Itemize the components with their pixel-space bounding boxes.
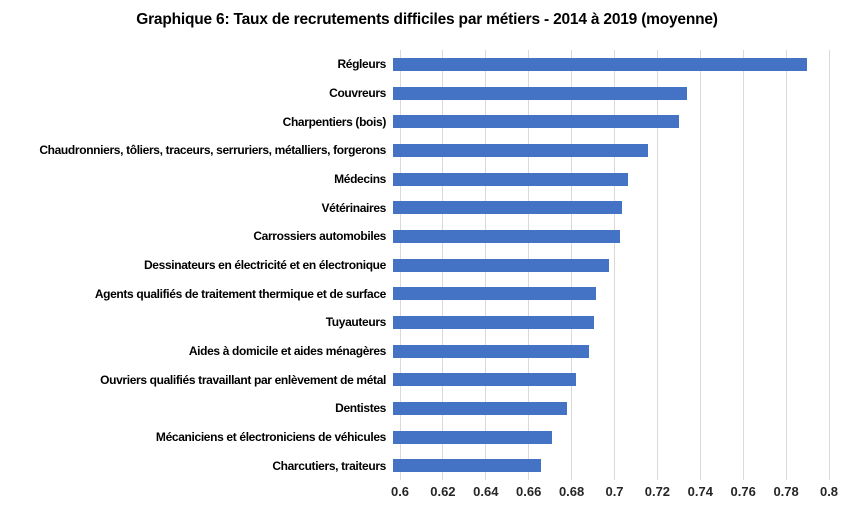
gridline xyxy=(828,50,830,480)
bar-track xyxy=(393,143,829,157)
bar-row: Ouvriers qualifiés travaillant par enlèv… xyxy=(0,365,829,394)
category-label: Régleurs xyxy=(337,57,386,72)
bar-track xyxy=(393,315,829,329)
bar-track xyxy=(393,287,829,301)
bar-track xyxy=(393,172,829,186)
x-tick-label: 0.64 xyxy=(473,484,499,499)
category-label: Charpentiers (bois) xyxy=(282,114,387,129)
chart-title: Graphique 6: Taux de recrutements diffic… xyxy=(136,11,718,28)
bars-container: Régleurs Couvreurs Charpentiers (bois) Chau… xyxy=(0,50,829,480)
bar xyxy=(393,115,679,129)
bar xyxy=(393,258,609,272)
category-label: Mécaniciens et électroniciens de véhicul… xyxy=(155,430,386,445)
bar-row: Dentistes xyxy=(0,394,829,423)
bar-track xyxy=(393,258,829,272)
gridline xyxy=(785,50,787,480)
bar xyxy=(393,401,568,415)
x-tick-label: 0.62 xyxy=(430,484,456,499)
category-label: Carrossiers automobiles xyxy=(253,229,386,244)
x-tick-label: 0.66 xyxy=(516,484,542,499)
bar xyxy=(393,143,649,157)
bar-row: Tuyauteurs xyxy=(0,308,829,337)
gridline xyxy=(699,50,701,480)
bar-row: Charcutiers, traiteurs xyxy=(0,451,829,480)
bar xyxy=(393,344,590,358)
bar-row: Vétérinaires xyxy=(0,193,829,222)
bar-track xyxy=(393,57,829,71)
x-tick-label: 0.68 xyxy=(558,484,585,499)
bar-row: Chaudronniers, tôliers, traceurs, serrur… xyxy=(0,136,829,165)
bar-track xyxy=(393,459,829,473)
x-tick-label: 0.74 xyxy=(687,484,713,499)
bar-row: Charpentiers (bois) xyxy=(0,107,829,136)
bar-track xyxy=(393,373,829,387)
x-tick-label: 0.8 xyxy=(819,484,839,499)
category-label: Agents qualifiés de traitement thermique… xyxy=(94,286,387,301)
category-label: Aides à domicile et aides ménagères xyxy=(188,344,387,359)
category-label: Chaudronniers, tôliers, traceurs, serrur… xyxy=(39,143,386,158)
category-label: Couvreurs xyxy=(329,86,386,100)
x-tick-label: 0.72 xyxy=(644,484,671,499)
bar-track xyxy=(393,115,829,129)
bar xyxy=(393,57,808,71)
category-label: Ouvriers qualifiés travaillant par enlèv… xyxy=(100,372,386,387)
bar-track xyxy=(393,401,829,415)
gridline xyxy=(614,50,615,480)
bar xyxy=(393,86,688,100)
bar-row: Agents qualifiés de traitement thermique… xyxy=(0,279,829,308)
x-tick-label: 0.6 xyxy=(390,484,410,499)
bar-row: Médecins xyxy=(0,165,829,194)
bar-row: Mécaniciens et électroniciens de véhicul… xyxy=(0,423,829,452)
bar xyxy=(393,459,542,473)
bar-row: Couvreurs xyxy=(0,79,829,108)
category-label: Médecins xyxy=(334,172,386,187)
gridline xyxy=(742,50,744,480)
gridline xyxy=(656,50,658,480)
bar-track xyxy=(393,201,829,215)
bar-track xyxy=(393,229,829,243)
category-label: Vétérinaires xyxy=(321,200,386,215)
category-label: Tuyauteurs xyxy=(325,315,387,330)
x-tick-label: 0.7 xyxy=(605,484,624,499)
bar-track xyxy=(393,430,829,444)
bar-row: Régleurs xyxy=(0,50,829,79)
bar-track xyxy=(393,86,829,100)
category-label: Charcutiers, traiteurs xyxy=(272,458,386,473)
x-axis: 0.6 0.62 0.64 0.66 0.68 0.7 0.72 0.74 0.76 0.78 0.… xyxy=(391,484,838,504)
bar-row: Carrossiers automobiles xyxy=(0,222,829,251)
bar-row: Aides à domicile et aides ménagères xyxy=(0,337,829,366)
bar xyxy=(393,287,596,301)
bar xyxy=(393,430,553,444)
bar xyxy=(393,172,629,186)
bar xyxy=(393,315,594,329)
x-tick-label: 0.76 xyxy=(730,484,756,499)
bar xyxy=(393,201,622,215)
x-tick-label: 0.78 xyxy=(773,484,799,499)
category-label: Dessinateurs en électricité et en électr… xyxy=(143,258,386,273)
bar xyxy=(393,229,620,243)
bar-row: Dessinateurs en électricité et en électr… xyxy=(0,251,829,280)
bar xyxy=(393,373,577,387)
bar-track xyxy=(393,344,829,358)
category-label: Dentistes xyxy=(335,401,386,416)
